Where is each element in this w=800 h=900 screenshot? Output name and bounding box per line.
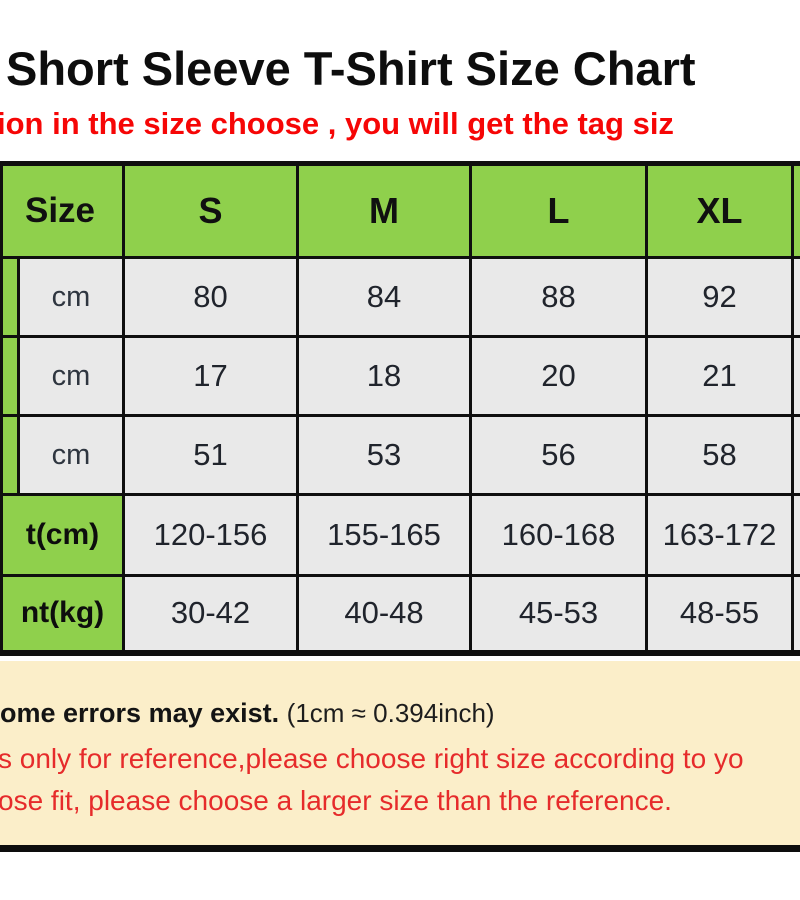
table-row: cm 80 84 88 92 <box>0 256 800 338</box>
value-cell: 30-42 <box>122 574 300 654</box>
row-label-clipped-cell <box>0 335 20 417</box>
value-cell: 48-55 <box>645 574 795 654</box>
table-row: cm 51 53 56 58 <box>0 414 800 496</box>
note-conversion: (1cm ≈ 0.394inch) <box>286 698 495 728</box>
clipped-cell <box>791 256 800 338</box>
header-size-label: Size <box>0 162 126 259</box>
value-cell: 51 <box>122 414 300 496</box>
value-cell: 84 <box>296 256 473 338</box>
value-cell: 20 <box>469 335 649 417</box>
note-reference: s only for reference,please choose right… <box>0 743 744 774</box>
header-clipped-cell <box>791 162 800 259</box>
unit-cell: cm <box>16 414 126 496</box>
value-cell: 18 <box>296 335 473 417</box>
table-row: cm 17 18 20 21 <box>0 335 800 417</box>
clipped-cell <box>791 493 800 577</box>
value-cell: 17 <box>122 335 300 417</box>
value-cell: 92 <box>645 256 795 338</box>
notes-box: ome errors may exist. (1cm ≈ 0.394inch) … <box>0 661 800 852</box>
value-cell: 58 <box>645 414 795 496</box>
subtitle-note: ion in the size choose , you will get th… <box>0 106 674 141</box>
header-size-l: L <box>469 162 649 259</box>
note-loose-fit: ose fit, please choose a larger size tha… <box>0 785 672 816</box>
value-cell: 88 <box>469 256 649 338</box>
unit-cell: cm <box>16 335 126 417</box>
header-size-xl: XL <box>645 162 795 259</box>
row-label-clipped-cell <box>0 414 20 496</box>
size-chart-table: Size S M L XL cm 80 84 88 92 cm 17 18 20… <box>0 161 800 656</box>
header-size-m: M <box>296 162 473 259</box>
value-cell: 163-172 <box>645 493 795 577</box>
value-cell: 53 <box>296 414 473 496</box>
page-title: Short Sleeve T-Shirt Size Chart <box>6 42 696 95</box>
note-errors: ome errors may exist. (1cm ≈ 0.394inch) <box>0 698 800 729</box>
table-row-height: t(cm) 120-156 155-165 160-168 163-172 <box>0 493 800 577</box>
unit-cell: cm <box>16 256 126 338</box>
value-cell: 56 <box>469 414 649 496</box>
row-label-weight-kg: nt(kg) <box>0 574 126 654</box>
clipped-cell <box>791 414 800 496</box>
value-cell: 80 <box>122 256 300 338</box>
row-label-clipped-cell <box>0 256 20 338</box>
row-label-height-cm: t(cm) <box>0 493 126 577</box>
value-cell: 45-53 <box>469 574 649 654</box>
value-cell: 120-156 <box>122 493 300 577</box>
value-cell: 155-165 <box>296 493 473 577</box>
value-cell: 21 <box>645 335 795 417</box>
clipped-cell <box>791 574 800 654</box>
note-errors-bold: ome errors may exist. <box>0 698 280 728</box>
table-row-weight: nt(kg) 30-42 40-48 45-53 48-55 <box>0 574 800 654</box>
header-size-s: S <box>122 162 300 259</box>
table-header-row: Size S M L XL <box>0 162 800 259</box>
value-cell: 40-48 <box>296 574 473 654</box>
value-cell: 160-168 <box>469 493 649 577</box>
clipped-cell <box>791 335 800 417</box>
